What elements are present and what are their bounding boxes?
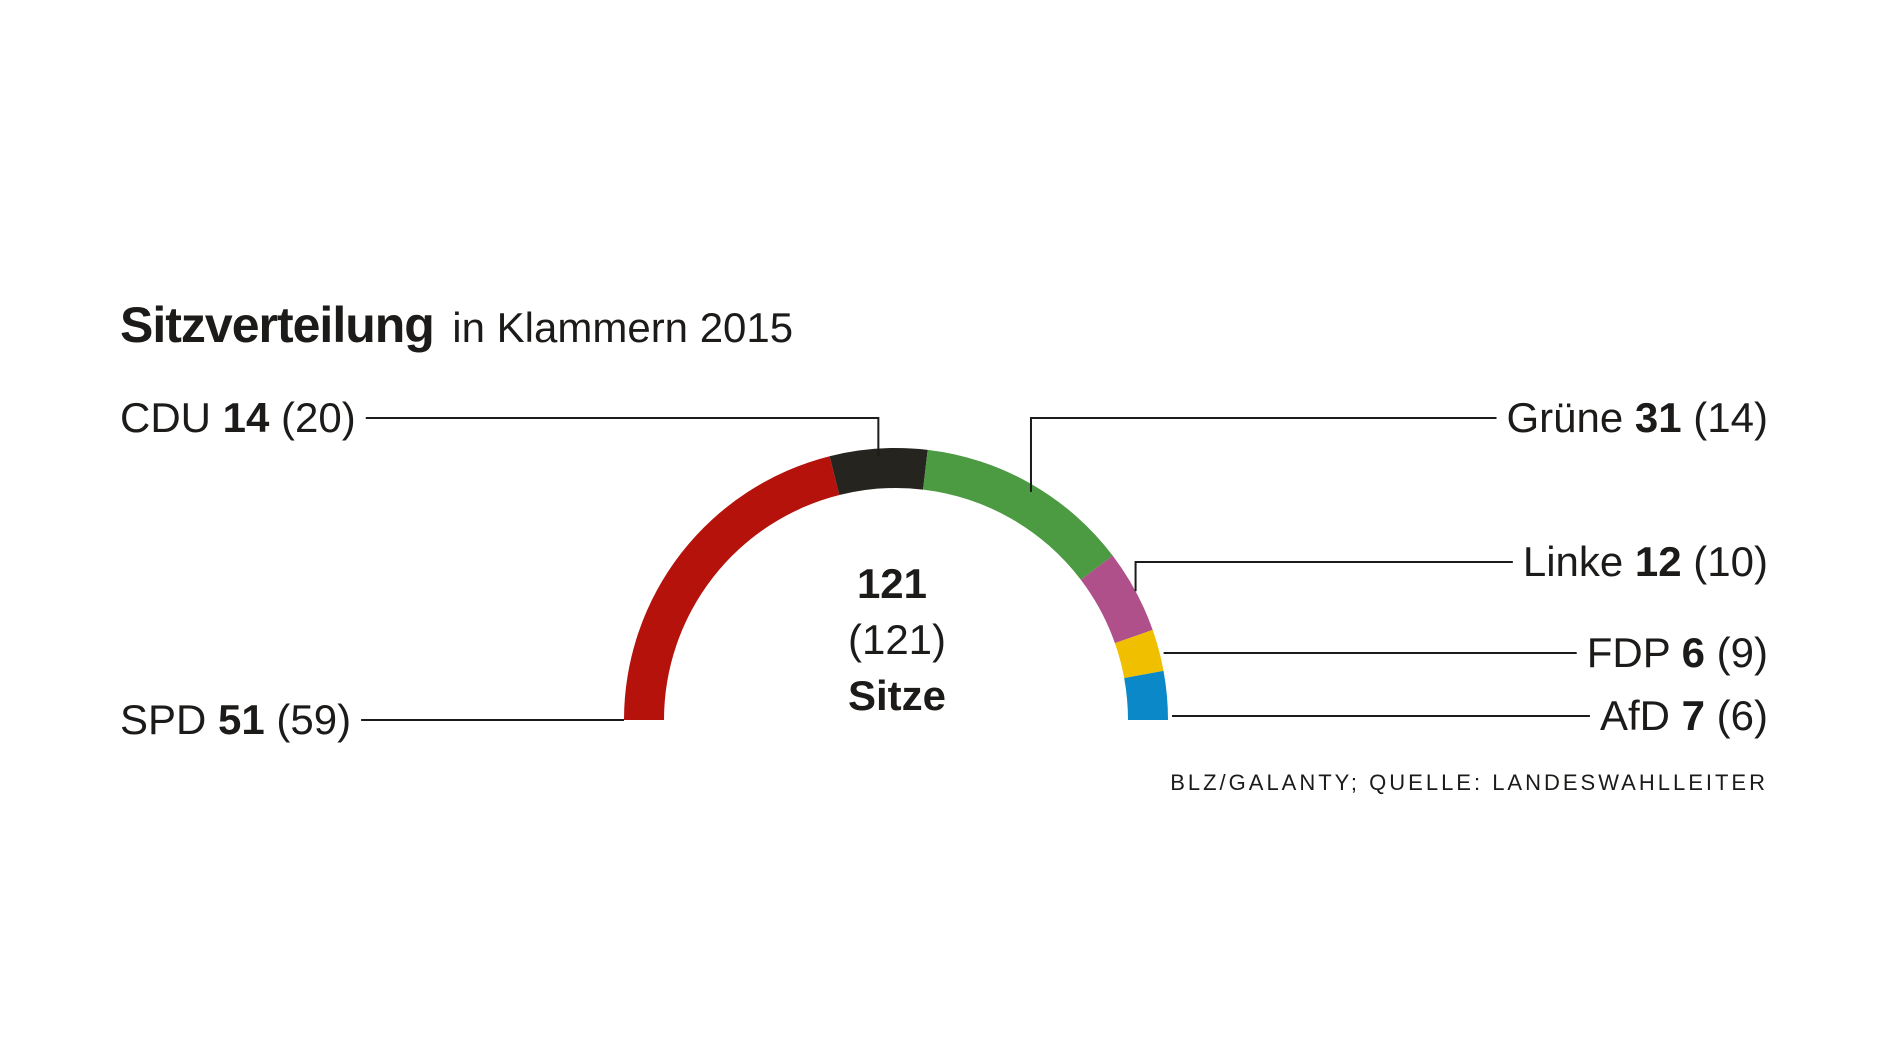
- chart-title-main: Sitzverteilung: [120, 297, 434, 353]
- party-seats-linke: 12: [1635, 538, 1682, 585]
- party-name-spd: SPD: [120, 696, 218, 743]
- party-name-gruene: Grüne: [1507, 394, 1635, 441]
- chart-subtitle: in Klammern 2015: [452, 304, 793, 351]
- arc-segment-spd: [624, 456, 840, 720]
- party-seats-cdu: 14: [223, 394, 270, 441]
- arc-segment-fdp: [1114, 629, 1164, 679]
- party-label-fdp: FDP 6 (9): [1587, 629, 1768, 676]
- leader-line-gruene: [1029, 417, 1497, 492]
- party-previous-cdu: (20): [269, 394, 355, 441]
- party-previous-fdp: (9): [1705, 629, 1768, 676]
- arc-segment-linke: [1080, 555, 1153, 644]
- source-credit: BLZ/GALANTY; QUELLE: LANDESWAHLLEITER: [1170, 770, 1768, 795]
- party-previous-linke: (10): [1682, 538, 1768, 585]
- party-seats-spd: 51: [218, 696, 265, 743]
- party-label-linke: Linke 12 (10): [1523, 538, 1768, 585]
- party-seats-fdp: 6: [1682, 629, 1705, 676]
- party-label-spd: SPD 51 (59): [120, 696, 351, 743]
- arc-segment-cdu: [829, 448, 928, 496]
- party-name-linke: Linke: [1523, 538, 1635, 585]
- total-seats: 121: [857, 560, 927, 607]
- party-name-cdu: CDU: [120, 394, 223, 441]
- party-previous-afd: (6): [1705, 692, 1768, 739]
- leader-lines: [361, 417, 1590, 721]
- leader-line-linke: [1134, 561, 1513, 592]
- arc-segment-gruene: [923, 449, 1113, 580]
- seat-arc: [624, 448, 1168, 720]
- party-name-fdp: FDP: [1587, 629, 1682, 676]
- party-labels: SPD 51 (59) CDU 14 (20) Grüne 31 (14) Linke…: [120, 394, 1768, 743]
- party-label-afd: AfD 7 (6): [1600, 692, 1768, 739]
- party-label-gruene: Grüne 31 (14): [1507, 394, 1768, 441]
- party-seats-gruene: 31: [1635, 394, 1682, 441]
- party-seats-afd: 7: [1682, 692, 1705, 739]
- party-name-afd: AfD: [1600, 692, 1682, 739]
- total-seats-previous: (121): [848, 616, 946, 663]
- party-previous-gruene: (14): [1682, 394, 1768, 441]
- seats-unit-label: Sitze: [848, 672, 946, 719]
- chart-title: Sitzverteilung in Klammern 2015: [120, 297, 793, 353]
- arc-segment-afd: [1124, 670, 1168, 720]
- party-label-cdu: CDU 14 (20): [120, 394, 356, 441]
- party-previous-spd: (59): [265, 696, 351, 743]
- leader-line-cdu: [365, 417, 880, 457]
